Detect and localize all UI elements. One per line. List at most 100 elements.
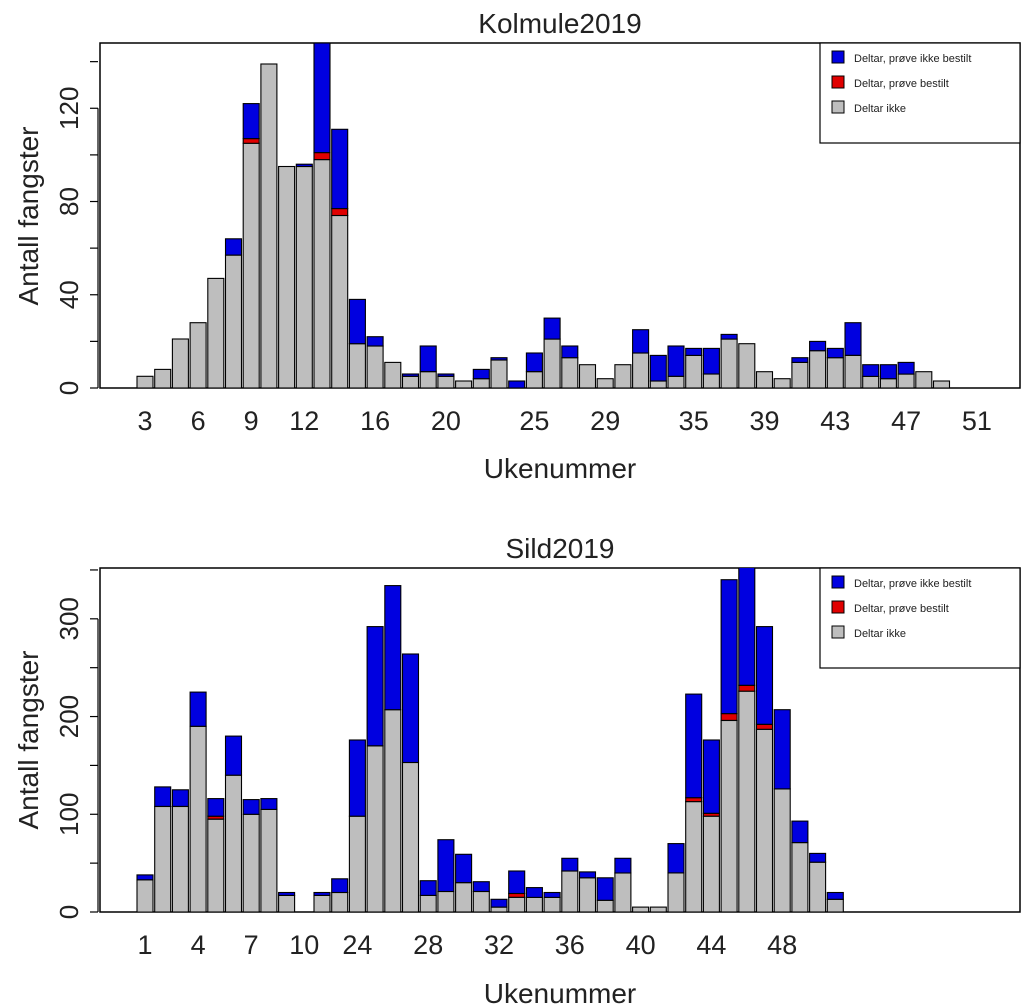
- bar-week-3-deltar-ikke: [136, 375, 154, 388]
- bar-week-12-deltar-prøve-ikke-bestilt: [331, 878, 349, 894]
- x-tick-label: 20: [431, 406, 461, 436]
- bar-week-12-deltar-ikke: [295, 165, 313, 388]
- bar-week-20-deltar-prøve-ikke-bestilt: [437, 373, 455, 377]
- bar-week-7-deltar-ikke: [207, 277, 225, 388]
- legend-swatch: [831, 100, 845, 114]
- bar-week-29-deltar-ikke: [437, 890, 455, 912]
- legend-swatch: [831, 50, 845, 64]
- x-tick-label: 43: [820, 406, 850, 436]
- bar-week-35-deltar-prøve-ikke-bestilt: [702, 347, 720, 375]
- bar-week-9-deltar-prøve-ikke-bestilt: [242, 103, 260, 140]
- bar-week-26-deltar-ikke: [543, 338, 561, 388]
- bar-week-28-deltar-prøve-ikke-bestilt: [419, 880, 437, 896]
- legend-swatch: [831, 75, 845, 89]
- bar-week-8-deltar-ikke: [260, 808, 278, 912]
- bar-week-34-deltar-prøve-ikke-bestilt: [525, 887, 543, 898]
- bar-week-28-deltar-ikke: [419, 894, 437, 912]
- bar-week-43-deltar-prøve-bestilt: [685, 797, 703, 803]
- y-tick-label: 100: [54, 793, 84, 836]
- y-tick-label: 0: [54, 905, 84, 919]
- bar-week-9-deltar-prøve-bestilt: [242, 138, 260, 144]
- bar-week-19-deltar-prøve-ikke-bestilt: [419, 345, 437, 373]
- x-tick-label: 9: [244, 406, 259, 436]
- y-tick-label: 80: [54, 187, 84, 216]
- legend-swatch: [831, 575, 845, 589]
- x-tick-label: 1: [137, 930, 152, 960]
- x-tick-label: 3: [137, 406, 152, 436]
- x-axis: 3 6 9 12 16 20 25 29 35 39 43 47 51: [137, 406, 991, 436]
- bar-week-14-deltar-ikke: [331, 214, 349, 388]
- bar-week-24-deltar-ikke: [348, 815, 366, 912]
- bar-week-46-deltar-prøve-ikke-bestilt: [897, 361, 915, 375]
- bar-week-48-deltar-ikke: [932, 380, 951, 388]
- bar-week-31-deltar-prøve-ikke-bestilt: [472, 881, 490, 893]
- bar-week-5-deltar-prøve-ikke-bestilt: [207, 798, 225, 817]
- bar-week-27-deltar-prøve-ikke-bestilt: [561, 345, 579, 359]
- bar-week-33-deltar-ikke: [508, 896, 526, 912]
- bar-week-9-deltar-ikke: [242, 142, 260, 388]
- bar-week-8-deltar-prøve-ikke-bestilt: [224, 238, 243, 256]
- x-tick-label: 10: [289, 930, 319, 960]
- bar-week-18-deltar-ikke: [401, 375, 420, 388]
- bar-week-44-deltar-ikke: [702, 815, 720, 912]
- bar-week-49-deltar-prøve-ikke-bestilt: [791, 820, 809, 844]
- bar-week-18-deltar-prøve-ikke-bestilt: [401, 373, 420, 377]
- x-tick-label: 12: [289, 406, 319, 436]
- bar-week-37-deltar-ikke: [578, 877, 597, 912]
- legend-box: [819, 567, 1021, 669]
- x-tick-label: 40: [626, 930, 656, 960]
- y-axis: 0 100 200 300: [54, 569, 99, 919]
- bar-week-38-deltar-ikke: [596, 899, 614, 912]
- bar-week-45-deltar-prøve-bestilt: [720, 713, 738, 721]
- bar-week-27-deltar-prøve-ikke-bestilt: [401, 653, 420, 764]
- legend: Deltar, prøve ikke bestilt Deltar, prøve …: [819, 567, 1021, 669]
- bar-week-36-deltar-ikke: [720, 338, 738, 388]
- bar-week-32-deltar-prøve-ikke-bestilt: [490, 898, 508, 908]
- bar-week-31-deltar-ikke: [632, 352, 650, 388]
- x-axis-label: Ukenummer: [484, 453, 636, 484]
- legend-swatch: [831, 625, 845, 639]
- bar-week-35-deltar-ikke: [543, 896, 561, 912]
- bar-week-34-deltar-ikke: [525, 896, 543, 912]
- x-tick-label: 4: [191, 930, 206, 960]
- bar-week-15-deltar-prøve-ikke-bestilt: [348, 298, 366, 345]
- bar-group: [136, 568, 844, 912]
- y-tick-label: 120: [54, 87, 84, 130]
- bar-week-40-deltar-ikke: [791, 361, 809, 388]
- legend-swatch: [831, 600, 845, 614]
- bar-week-30-deltar-ikke: [614, 364, 632, 388]
- bar-week-41-deltar-ikke: [809, 350, 827, 388]
- bar-week-11-deltar-ikke: [278, 165, 296, 388]
- bar-week-12-deltar-ikke: [331, 891, 349, 912]
- bar-week-7-deltar-prøve-ikke-bestilt: [242, 799, 260, 815]
- legend: Deltar, prøve ikke bestilt Deltar, prøve …: [819, 42, 1021, 144]
- bar-week-47-deltar-ikke: [915, 371, 933, 388]
- y-axis: 0 40 80 120: [54, 61, 99, 395]
- bar-week-14-deltar-prøve-ikke-bestilt: [331, 128, 349, 210]
- bar-week-28-deltar-ikke: [578, 364, 597, 388]
- bar-week-13-deltar-prøve-bestilt: [313, 152, 331, 161]
- bar-week-6-deltar-ikke: [189, 322, 207, 388]
- bar-week-30-deltar-prøve-ikke-bestilt: [455, 853, 473, 884]
- bar-week-8-deltar-prøve-ikke-bestilt: [260, 798, 278, 810]
- bar-week-1-deltar-prøve-ikke-bestilt: [136, 874, 154, 881]
- bar-week-25-deltar-ikke: [525, 371, 543, 388]
- bar-week-42-deltar-ikke: [826, 357, 844, 388]
- bar-week-36-deltar-prøve-ikke-bestilt: [720, 333, 738, 340]
- bar-week-4-deltar-ikke: [154, 368, 172, 388]
- bar-week-11-deltar-prøve-ikke-bestilt: [313, 891, 331, 896]
- bar-week-39-deltar-ikke: [773, 378, 791, 388]
- bar-week-7-deltar-ikke: [242, 813, 260, 912]
- x-tick-label: 25: [519, 406, 549, 436]
- y-axis-label: Antall fangster: [13, 651, 44, 830]
- x-tick-label: 28: [413, 930, 443, 960]
- bar-week-34-deltar-ikke: [685, 354, 703, 388]
- bar-week-12-deltar-prøve-ikke-bestilt: [295, 163, 313, 168]
- x-tick-label: 44: [696, 930, 726, 960]
- x-tick-label: 24: [342, 930, 372, 960]
- chart-title: Kolmule2019: [478, 8, 641, 39]
- bar-week-6-deltar-prøve-ikke-bestilt: [224, 735, 243, 776]
- bar-week-51-deltar-ikke: [826, 898, 844, 912]
- x-axis-label: Ukenummer: [484, 978, 636, 1007]
- bar-week-27-deltar-ikke: [401, 761, 420, 912]
